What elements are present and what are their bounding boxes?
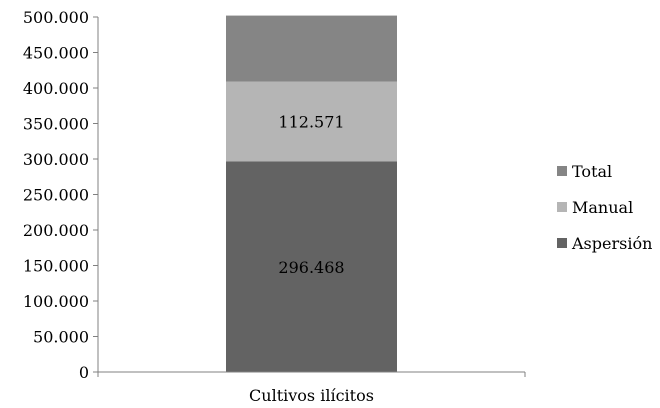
plot-area: 296.468 112.571 [226, 15, 397, 372]
y-tick-label: 450.000 [23, 44, 89, 63]
y-tick-label: 50.000 [33, 328, 89, 347]
legend-swatch-total [557, 166, 567, 176]
legend-label-total: Total [572, 162, 612, 181]
bar-segment-total [226, 15, 397, 82]
legend-label-aspersion: Aspersión [571, 234, 652, 253]
bar-segment-aspersion [226, 161, 397, 372]
y-tick-label: 150.000 [23, 257, 89, 276]
y-tick-label: 200.000 [23, 221, 89, 240]
y-tick-label: 100.000 [23, 292, 89, 311]
y-tick-label: 250.000 [23, 186, 89, 205]
legend-swatch-aspersion [557, 238, 567, 248]
legend: Total Manual Aspersión [557, 162, 652, 253]
x-category-label: Cultivos ilícitos [249, 386, 374, 405]
legend-label-manual: Manual [572, 198, 633, 217]
y-tick-label: 0 [79, 363, 89, 382]
y-tick-label: 500.000 [23, 8, 89, 27]
y-tick-label: 300.000 [23, 150, 89, 169]
y-tick-label: 350.000 [23, 115, 89, 134]
y-tick-label: 400.000 [23, 79, 89, 98]
data-label-manual: 112.571 [278, 113, 344, 132]
legend-swatch-manual [557, 202, 567, 212]
bar-segment-manual [226, 81, 397, 162]
y-axis: 0 50.000 100.000 150.000 200.000 250.000 300.0… [23, 8, 99, 382]
x-axis: Cultivos ilícitos [97, 371, 526, 405]
data-label-aspersion: 296.468 [278, 258, 344, 277]
